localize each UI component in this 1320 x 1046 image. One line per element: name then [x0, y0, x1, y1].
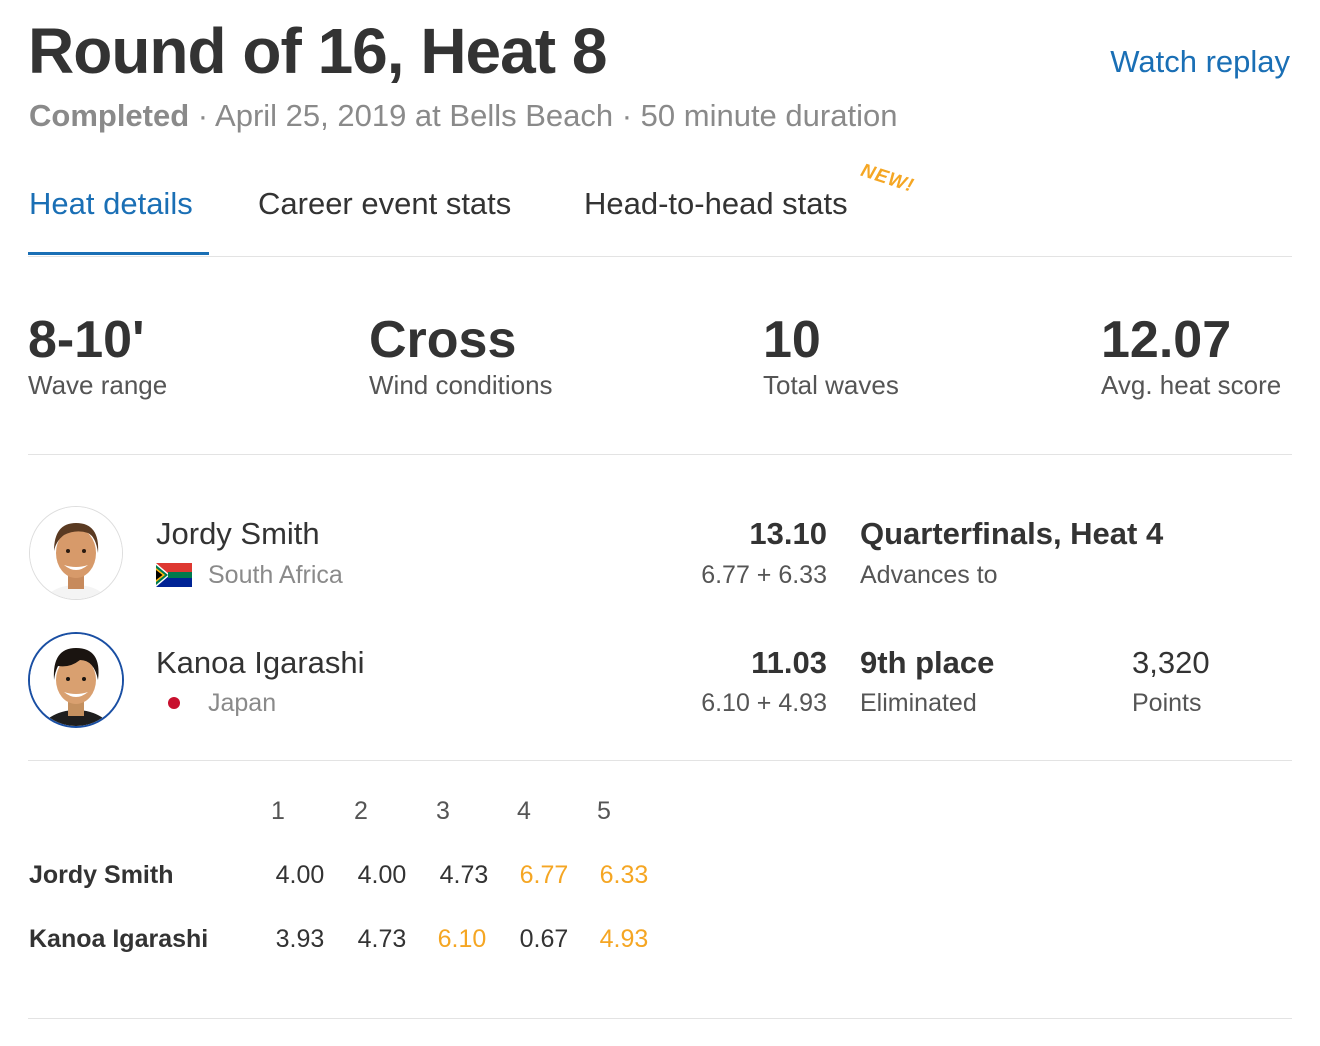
stat-value: Cross [369, 311, 517, 369]
surfer-name[interactable]: Jordy Smith [156, 516, 320, 551]
new-badge: NEW! [858, 160, 917, 197]
watch-replay-link[interactable]: Watch replay [1110, 44, 1290, 79]
stat-value: 12.07 [1101, 311, 1232, 369]
result-label: Advances to [860, 561, 998, 589]
divider [28, 454, 1292, 455]
wave-score: 3.93 [275, 925, 325, 953]
tab-head-to-head-stats[interactable]: Head-to-head stats [584, 186, 848, 221]
wave-number-header: 2 [354, 797, 368, 825]
south-africa-flag-icon [156, 563, 192, 592]
divider [28, 760, 1292, 761]
tab-heat-details[interactable]: Heat details [29, 186, 193, 221]
stat-wind-conditions: Cross Wind conditions [369, 310, 553, 401]
stat-label: Avg. heat score [1101, 370, 1282, 400]
avatar-jordy-smith[interactable] [29, 506, 123, 600]
surfer-name[interactable]: Kanoa Igarashi [156, 645, 365, 680]
page-title: Round of 16, Heat 8 [28, 15, 607, 87]
japan-flag-icon [168, 696, 180, 714]
stat-wave-range: 8-10' Wave range [28, 310, 167, 401]
surfer-country: Japan [208, 689, 277, 717]
points-value: 3,320 [1132, 645, 1210, 680]
wave-score: 4.00 [357, 861, 407, 889]
surfer-portrait-icon [30, 634, 122, 726]
result-label: Eliminated [860, 689, 977, 717]
wave-score: 4.73 [357, 925, 407, 953]
stat-total-waves: 10 Total waves [763, 310, 899, 401]
heat-details: · April 25, 2019 at Bells Beach · 50 min… [189, 98, 898, 133]
active-tab-indicator [28, 252, 209, 255]
wave-score: 4.73 [439, 861, 489, 889]
wave-score-best: 6.33 [599, 861, 649, 889]
stat-value: 8-10' [28, 311, 145, 369]
wave-number-header: 3 [436, 797, 450, 825]
stat-avg-heat-score: 12.07 Avg. heat score [1101, 310, 1281, 401]
divider [28, 1018, 1292, 1019]
best-waves-sum: 6.10 + 4.93 [701, 689, 827, 717]
stat-label: Wave range [28, 370, 168, 400]
wave-score-best: 4.93 [599, 925, 649, 953]
heat-status: Completed [29, 98, 190, 133]
stat-label: Wind conditions [369, 370, 553, 400]
heat-total-score: 13.10 [749, 516, 827, 551]
wave-score: 0.67 [519, 925, 569, 953]
surfer-portrait-icon [30, 507, 122, 599]
points-label: Points [1132, 689, 1202, 717]
table-row-name: Jordy Smith [29, 861, 174, 889]
wave-score-best: 6.77 [519, 861, 569, 889]
heat-subtitle: Completed · April 25, 2019 at Bells Beac… [29, 98, 897, 134]
heat-total-score: 11.03 [751, 645, 827, 680]
wave-score-best: 6.10 [437, 925, 487, 953]
tab-bar: Heat details Career event stats Head-to-… [28, 160, 1292, 257]
avatar-kanoa-igarashi[interactable] [28, 632, 124, 728]
stat-label: Total waves [763, 370, 899, 400]
wave-number-header: 5 [597, 797, 611, 825]
wave-score: 4.00 [275, 861, 325, 889]
wave-number-header: 1 [271, 797, 285, 825]
surfer-country: South Africa [208, 561, 343, 589]
best-waves-sum: 6.77 + 6.33 [701, 561, 827, 589]
table-row-name: Kanoa Igarashi [29, 925, 209, 953]
result-placement: 9th place [860, 645, 995, 680]
tab-career-event-stats[interactable]: Career event stats [258, 186, 512, 221]
result-link[interactable]: Quarterfinals, Heat 4 [860, 516, 1164, 551]
wave-number-header: 4 [517, 797, 531, 825]
stat-value: 10 [763, 311, 821, 369]
